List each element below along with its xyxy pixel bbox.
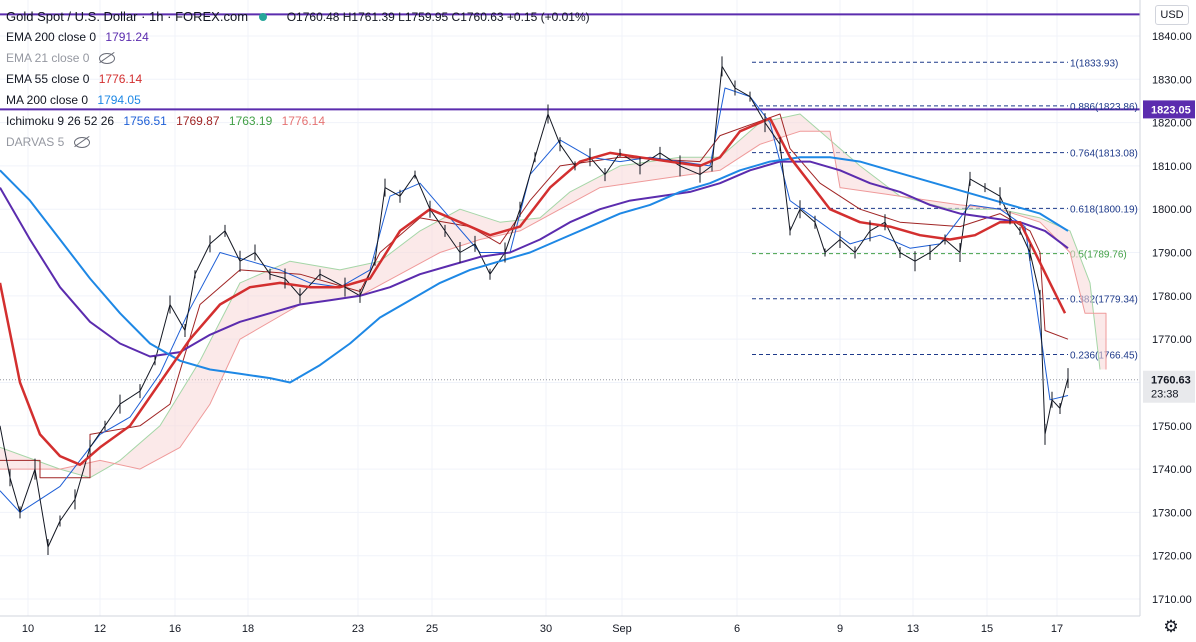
time-tick-label: 9 bbox=[837, 623, 843, 635]
price-tick-label: 1730.00 bbox=[1152, 507, 1192, 519]
time-tick-label: 13 bbox=[907, 623, 919, 635]
indicator-name: EMA 200 close 0 bbox=[6, 30, 97, 44]
fib-level-label: 0.764(1813.08) bbox=[1070, 149, 1138, 160]
legend-ema200[interactable]: EMA 200 close 0 1791.24 bbox=[6, 27, 590, 48]
price-tick-label: 1800.00 bbox=[1152, 204, 1192, 216]
price-tick-label: 1710.00 bbox=[1152, 594, 1192, 606]
settings-gear-icon[interactable]: ⚙ bbox=[1163, 617, 1179, 636]
price-tick-label: 1770.00 bbox=[1152, 334, 1192, 346]
legend-darvas[interactable]: DARVAS 5 bbox=[6, 132, 590, 153]
series-line-ema-200 bbox=[0, 160, 1069, 358]
ohlc-values: O1760.48 H1761.39 L1759.95 C1760.63 +0.1… bbox=[286, 10, 590, 24]
time-tick-label: 18 bbox=[242, 623, 254, 635]
time-tick-label: Sep bbox=[612, 623, 632, 635]
legend-symbol-row[interactable]: Gold Spot / U.S. Dollar · 1h · FOREX.com… bbox=[6, 6, 590, 27]
time-tick-label: 10 bbox=[22, 623, 34, 635]
indicator-name: EMA 21 close 0 bbox=[6, 51, 90, 65]
time-axis: 10 12 16 18 23 25 30 Sep 6 9 13 15 17 bbox=[0, 615, 1140, 635]
chart-series bbox=[0, 56, 1107, 556]
fib-level-label: 0.382(1779.34) bbox=[1070, 295, 1138, 306]
currency-selector-button[interactable]: USD bbox=[1155, 5, 1189, 25]
price-tick-label: 1720.00 bbox=[1152, 551, 1192, 563]
indicator-name: MA 200 close 0 bbox=[6, 93, 89, 107]
price-axis: 1840.00 1830.00 1820.00 1810.00 1800.00 1790.… bbox=[1139, 0, 1195, 616]
time-tick-label: 6 bbox=[734, 623, 740, 635]
indicator-value: 1756.51 bbox=[123, 114, 167, 128]
indicator-value: 1769.87 bbox=[176, 114, 220, 128]
bar-countdown-label: 23:38 bbox=[1151, 389, 1179, 401]
time-tick-label: 15 bbox=[981, 623, 993, 635]
fib-level-label: 0.886(1823.86) bbox=[1070, 102, 1138, 113]
last-price-tag bbox=[1143, 370, 1195, 403]
series-line-ma-200 bbox=[0, 156, 1069, 384]
series-line-span-b bbox=[0, 130, 1107, 470]
price-tick-label: 1810.00 bbox=[1152, 161, 1192, 173]
price-tick-label: 1840.00 bbox=[1152, 31, 1192, 43]
indicator-value: 1776.14 bbox=[281, 114, 326, 128]
legend-ichimoku[interactable]: Ichimoku 9 26 52 26 1756.51 1769.87 1763… bbox=[6, 111, 590, 132]
legend-ema21[interactable]: EMA 21 close 0 bbox=[6, 48, 590, 69]
symbol-title[interactable]: Gold Spot / U.S. Dollar · 1h · FOREX.com bbox=[6, 9, 249, 24]
time-tick-label: 25 bbox=[426, 623, 438, 635]
chart-legend: Gold Spot / U.S. Dollar · 1h · FOREX.com… bbox=[6, 6, 590, 153]
indicator-name: Ichimoku 9 26 52 26 bbox=[6, 114, 115, 128]
indicator-value: 1791.24 bbox=[105, 30, 149, 44]
time-tick-label: 12 bbox=[94, 623, 106, 635]
indicator-value: 1794.05 bbox=[97, 93, 141, 107]
hidden-eye-icon[interactable] bbox=[98, 53, 115, 65]
last-price-label: 1760.63 bbox=[1151, 375, 1191, 387]
market-status-dot bbox=[259, 13, 268, 21]
price-tick-label: 1750.00 bbox=[1152, 421, 1192, 433]
price-tick-label: 1740.00 bbox=[1152, 464, 1192, 476]
time-tick-label: 16 bbox=[169, 623, 181, 635]
time-tick-label: 23 bbox=[352, 623, 364, 635]
indicator-value: 1776.14 bbox=[98, 72, 143, 86]
hidden-eye-icon[interactable] bbox=[73, 137, 90, 149]
series-line-tenkan bbox=[0, 87, 1069, 513]
fib-level-label: 0.618(1800.19) bbox=[1070, 204, 1138, 215]
legend-ema55[interactable]: EMA 55 close 0 1776.14 bbox=[6, 69, 590, 90]
legend-ma200[interactable]: MA 200 close 0 1794.05 bbox=[6, 90, 590, 111]
series-line-kijun bbox=[0, 113, 1069, 479]
time-tick-label: 30 bbox=[540, 623, 552, 635]
resistance-price-tag bbox=[1143, 100, 1195, 119]
series-line-ema-55 bbox=[0, 117, 1067, 466]
price-tick-label: 1780.00 bbox=[1152, 291, 1192, 303]
price-tick-label: 1790.00 bbox=[1152, 248, 1192, 260]
indicator-value: 1763.19 bbox=[228, 114, 273, 128]
fib-level-label: 0.5(1789.76) bbox=[1070, 250, 1127, 261]
indicator-name: DARVAS 5 bbox=[6, 135, 65, 149]
price-tick-label: 1830.00 bbox=[1152, 74, 1192, 86]
resistance-price-label: 1823.05 bbox=[1151, 104, 1191, 116]
time-tick-label: 17 bbox=[1051, 623, 1063, 635]
indicator-name: EMA 55 close 0 bbox=[6, 72, 90, 86]
price-tick-label: 1820.00 bbox=[1152, 118, 1192, 130]
fib-level-label: 1(1833.93) bbox=[1070, 58, 1118, 69]
